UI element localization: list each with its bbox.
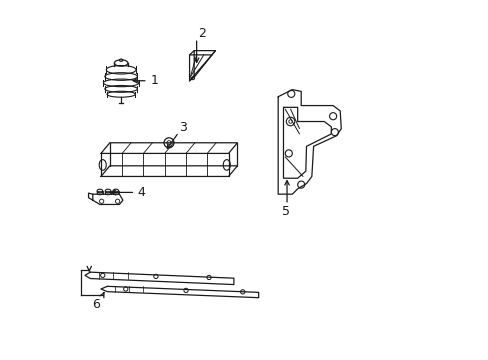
Text: 1: 1 (150, 74, 158, 87)
Text: 2: 2 (198, 27, 206, 40)
Text: 4: 4 (138, 186, 145, 199)
Text: 6: 6 (92, 298, 100, 311)
Text: 3: 3 (179, 121, 186, 134)
Text: 5: 5 (281, 206, 289, 219)
